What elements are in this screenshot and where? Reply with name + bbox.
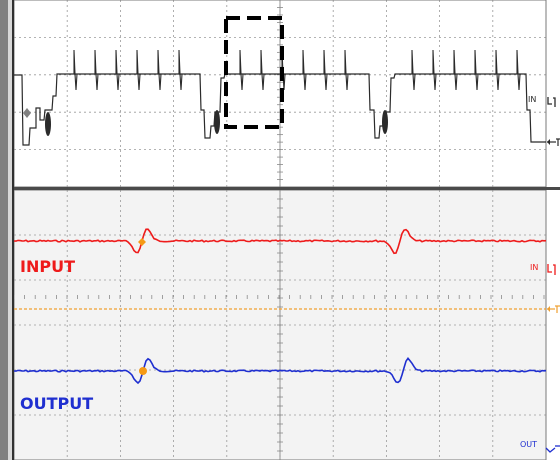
- waveform-spike: [323, 49, 328, 91]
- upper-channel-label: IN: [528, 95, 536, 104]
- output-channel-marker[interactable]: [545, 445, 560, 453]
- output-label: OUTPUT: [20, 394, 93, 413]
- panel-separator: [14, 187, 560, 190]
- input-channel-label: IN: [530, 263, 538, 272]
- waveform-spike: [495, 49, 500, 91]
- waveform-spike: [178, 49, 183, 91]
- trigger-level-marker[interactable]: [547, 305, 560, 313]
- trigger-point-marker[interactable]: [23, 108, 31, 118]
- waveform-spike: [115, 49, 120, 91]
- waveform-spike: [474, 49, 479, 91]
- input-channel-marker[interactable]: [547, 264, 556, 275]
- waveform-spike: [239, 49, 244, 91]
- waveform-spike: [73, 49, 78, 91]
- waveform-spike: [260, 49, 265, 91]
- transition-blob: [214, 110, 220, 134]
- grid-border: [14, 189, 547, 460]
- output-waveform-trace: [14, 356, 547, 385]
- input-cursor-marker[interactable]: [138, 238, 146, 246]
- waveform-spike: [453, 49, 458, 91]
- left-bar-highlight: [8, 0, 12, 460]
- waveform-spike: [302, 49, 307, 91]
- waveform-spike: [432, 49, 437, 91]
- lower-panel: INPUT OUTPUT IN OUT: [14, 189, 560, 460]
- left-scroll-bar: [0, 0, 8, 460]
- output-channel-label: OUT: [520, 440, 537, 449]
- transition-blob: [45, 112, 51, 136]
- input-waveform-trace: [14, 228, 547, 255]
- waveform-spike: [136, 49, 141, 91]
- waveform-spike: [157, 49, 162, 91]
- waveform-spike: [344, 49, 349, 91]
- transition-blobs: [45, 110, 388, 136]
- zoom-selection-box[interactable]: [224, 16, 284, 129]
- transition-blob: [382, 110, 388, 134]
- oscilloscope-display: IN INPUT OUTPUT IN OUT: [14, 0, 560, 460]
- waveform-spike: [516, 49, 521, 91]
- output-cursor-marker[interactable]: [139, 367, 147, 375]
- upper-trigger-level-marker[interactable]: [547, 138, 560, 146]
- upper-channel-marker[interactable]: [547, 97, 556, 107]
- waveform-spike: [94, 49, 99, 91]
- waveform-spike: [411, 49, 416, 91]
- upper-panel: IN: [14, 0, 560, 188]
- left-bar-edge: [12, 0, 14, 460]
- input-label: INPUT: [20, 257, 75, 276]
